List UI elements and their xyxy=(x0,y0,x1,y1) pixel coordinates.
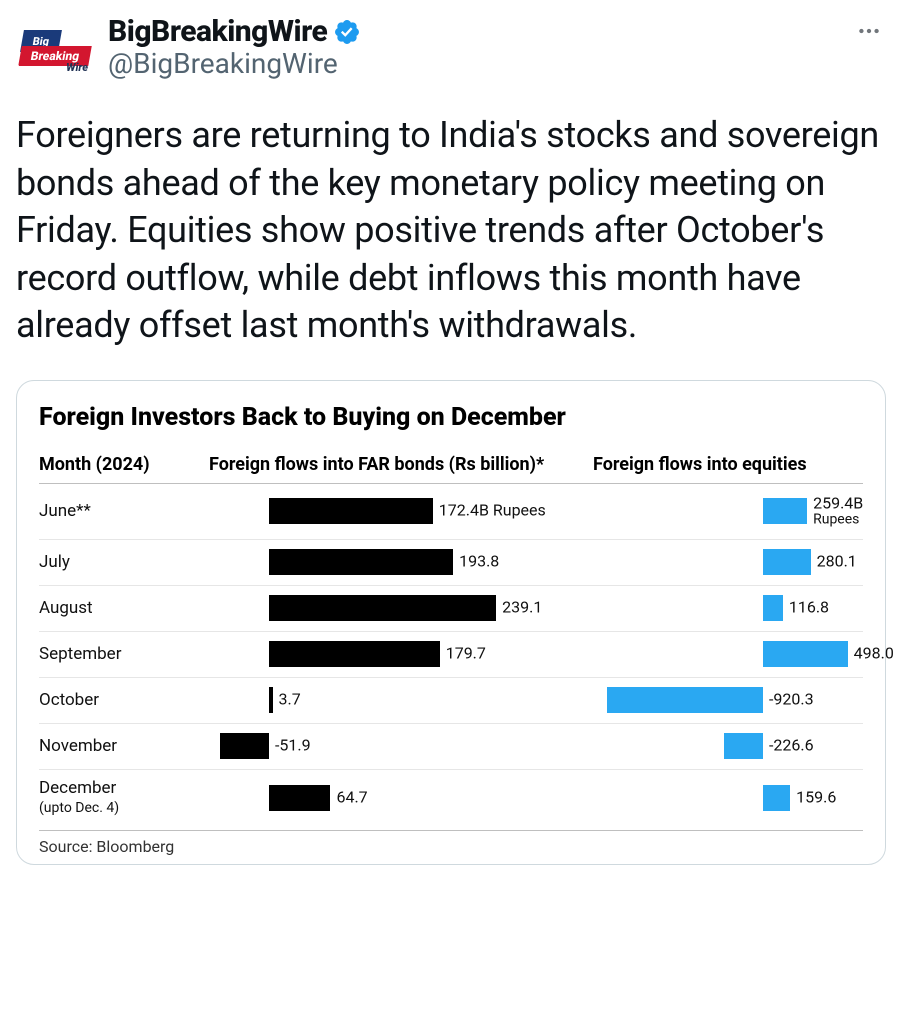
bar-label: 259.4BRupees xyxy=(813,495,863,526)
bar xyxy=(724,733,763,759)
col-header-far: Foreign flows into FAR bonds (Rs billion… xyxy=(209,454,593,475)
month-label: November xyxy=(39,737,209,756)
equities-bar-area: -226.6 xyxy=(593,724,863,769)
col-header-equities: Foreign flows into equities xyxy=(593,454,863,475)
bar xyxy=(269,785,330,811)
equities-bar-area: 280.1 xyxy=(593,540,863,585)
avatar[interactable]: Big Breaking Wire xyxy=(16,12,94,90)
equities-bar-area: 498.0 xyxy=(593,632,863,677)
col-header-month: Month (2024) xyxy=(39,454,209,475)
far-bar-area: 239.1 xyxy=(209,586,593,631)
chart-source: Source: Bloomberg xyxy=(39,830,863,856)
bar-label: 172.4B Rupees xyxy=(439,503,546,520)
author-name-block: BigBreakingWire @BigBreakingWire xyxy=(108,12,842,80)
bar-label: 239.1 xyxy=(502,600,542,617)
chart-row: July 193.8 280.1 xyxy=(39,540,863,586)
far-bar-area: 193.8 xyxy=(209,540,593,585)
equities-bar-area: 116.8 xyxy=(593,586,863,631)
far-bar-area: 172.4B Rupees xyxy=(209,484,593,539)
bar-label: -920.3 xyxy=(769,692,814,709)
bar-label: 179.7 xyxy=(446,646,486,663)
bar xyxy=(763,641,848,667)
month-label: October xyxy=(39,691,209,710)
handle[interactable]: @BigBreakingWire xyxy=(108,47,842,80)
month-label: August xyxy=(39,599,209,618)
bar xyxy=(269,498,433,524)
chart-row: June** 172.4B Rupees 259.4BRupees xyxy=(39,484,863,540)
far-bar-area: 64.7 xyxy=(209,770,593,826)
far-bar-area: 3.7 xyxy=(209,678,593,723)
equities-bar-area: -920.3 xyxy=(593,678,863,723)
verified-badge-icon xyxy=(333,18,361,46)
chart-row: October 3.7 -920.3 xyxy=(39,678,863,724)
equities-bar-area: 259.4BRupees xyxy=(593,484,863,539)
bar xyxy=(269,687,273,713)
bar xyxy=(220,733,269,759)
month-label: September xyxy=(39,645,209,664)
bar xyxy=(763,498,807,524)
far-bar-area: -51.9 xyxy=(209,724,593,769)
tweet-container: Big Breaking Wire BigBreakingWire @BigBr… xyxy=(0,0,902,865)
month-label: June** xyxy=(39,502,209,521)
chart-title: Foreign Investors Back to Buying on Dece… xyxy=(39,403,863,432)
chart-rows: June** 172.4B Rupees 259.4BRupees July 193.8… xyxy=(39,484,863,826)
bar xyxy=(763,785,790,811)
chart-row: August 239.1 116.8 xyxy=(39,586,863,632)
bar-label: 159.6 xyxy=(796,789,836,806)
bar xyxy=(269,641,440,667)
chart-row: December(upto Dec. 4) 64.7 159.6 xyxy=(39,770,863,826)
bar-label: -226.6 xyxy=(769,738,814,755)
month-label: December(upto Dec. 4) xyxy=(39,779,209,816)
bar xyxy=(763,595,783,621)
avatar-logo: Big Breaking Wire xyxy=(20,30,90,72)
bar xyxy=(269,549,453,575)
bar-label: 280.1 xyxy=(817,554,857,571)
bar-label: -51.9 xyxy=(275,738,311,755)
chart-row: November -51.9 -226.6 xyxy=(39,724,863,770)
bar-label: 498.0 xyxy=(854,646,894,663)
far-bar-area: 179.7 xyxy=(209,632,593,677)
equities-bar-area: 159.6 xyxy=(593,770,863,826)
bar xyxy=(607,687,763,713)
tweet-header: Big Breaking Wire BigBreakingWire @BigBr… xyxy=(16,12,886,90)
avatar-logo-bot: Wire xyxy=(66,61,88,74)
bar-label: 3.7 xyxy=(279,692,301,709)
bar-label: 64.7 xyxy=(336,789,367,806)
chart-column-headers: Month (2024) Foreign flows into FAR bond… xyxy=(39,454,863,484)
display-name[interactable]: BigBreakingWire xyxy=(108,14,327,49)
chart-row: September 179.7 498.0 xyxy=(39,632,863,678)
bar xyxy=(269,595,496,621)
chart-card: Foreign Investors Back to Buying on Dece… xyxy=(16,380,886,865)
bar xyxy=(763,549,811,575)
more-options-button[interactable] xyxy=(856,12,886,48)
bar-label: 116.8 xyxy=(789,600,829,617)
month-label: July xyxy=(39,553,209,572)
tweet-text: Foreigners are returning to India's stoc… xyxy=(16,112,886,350)
bar-label: 193.8 xyxy=(459,554,499,571)
